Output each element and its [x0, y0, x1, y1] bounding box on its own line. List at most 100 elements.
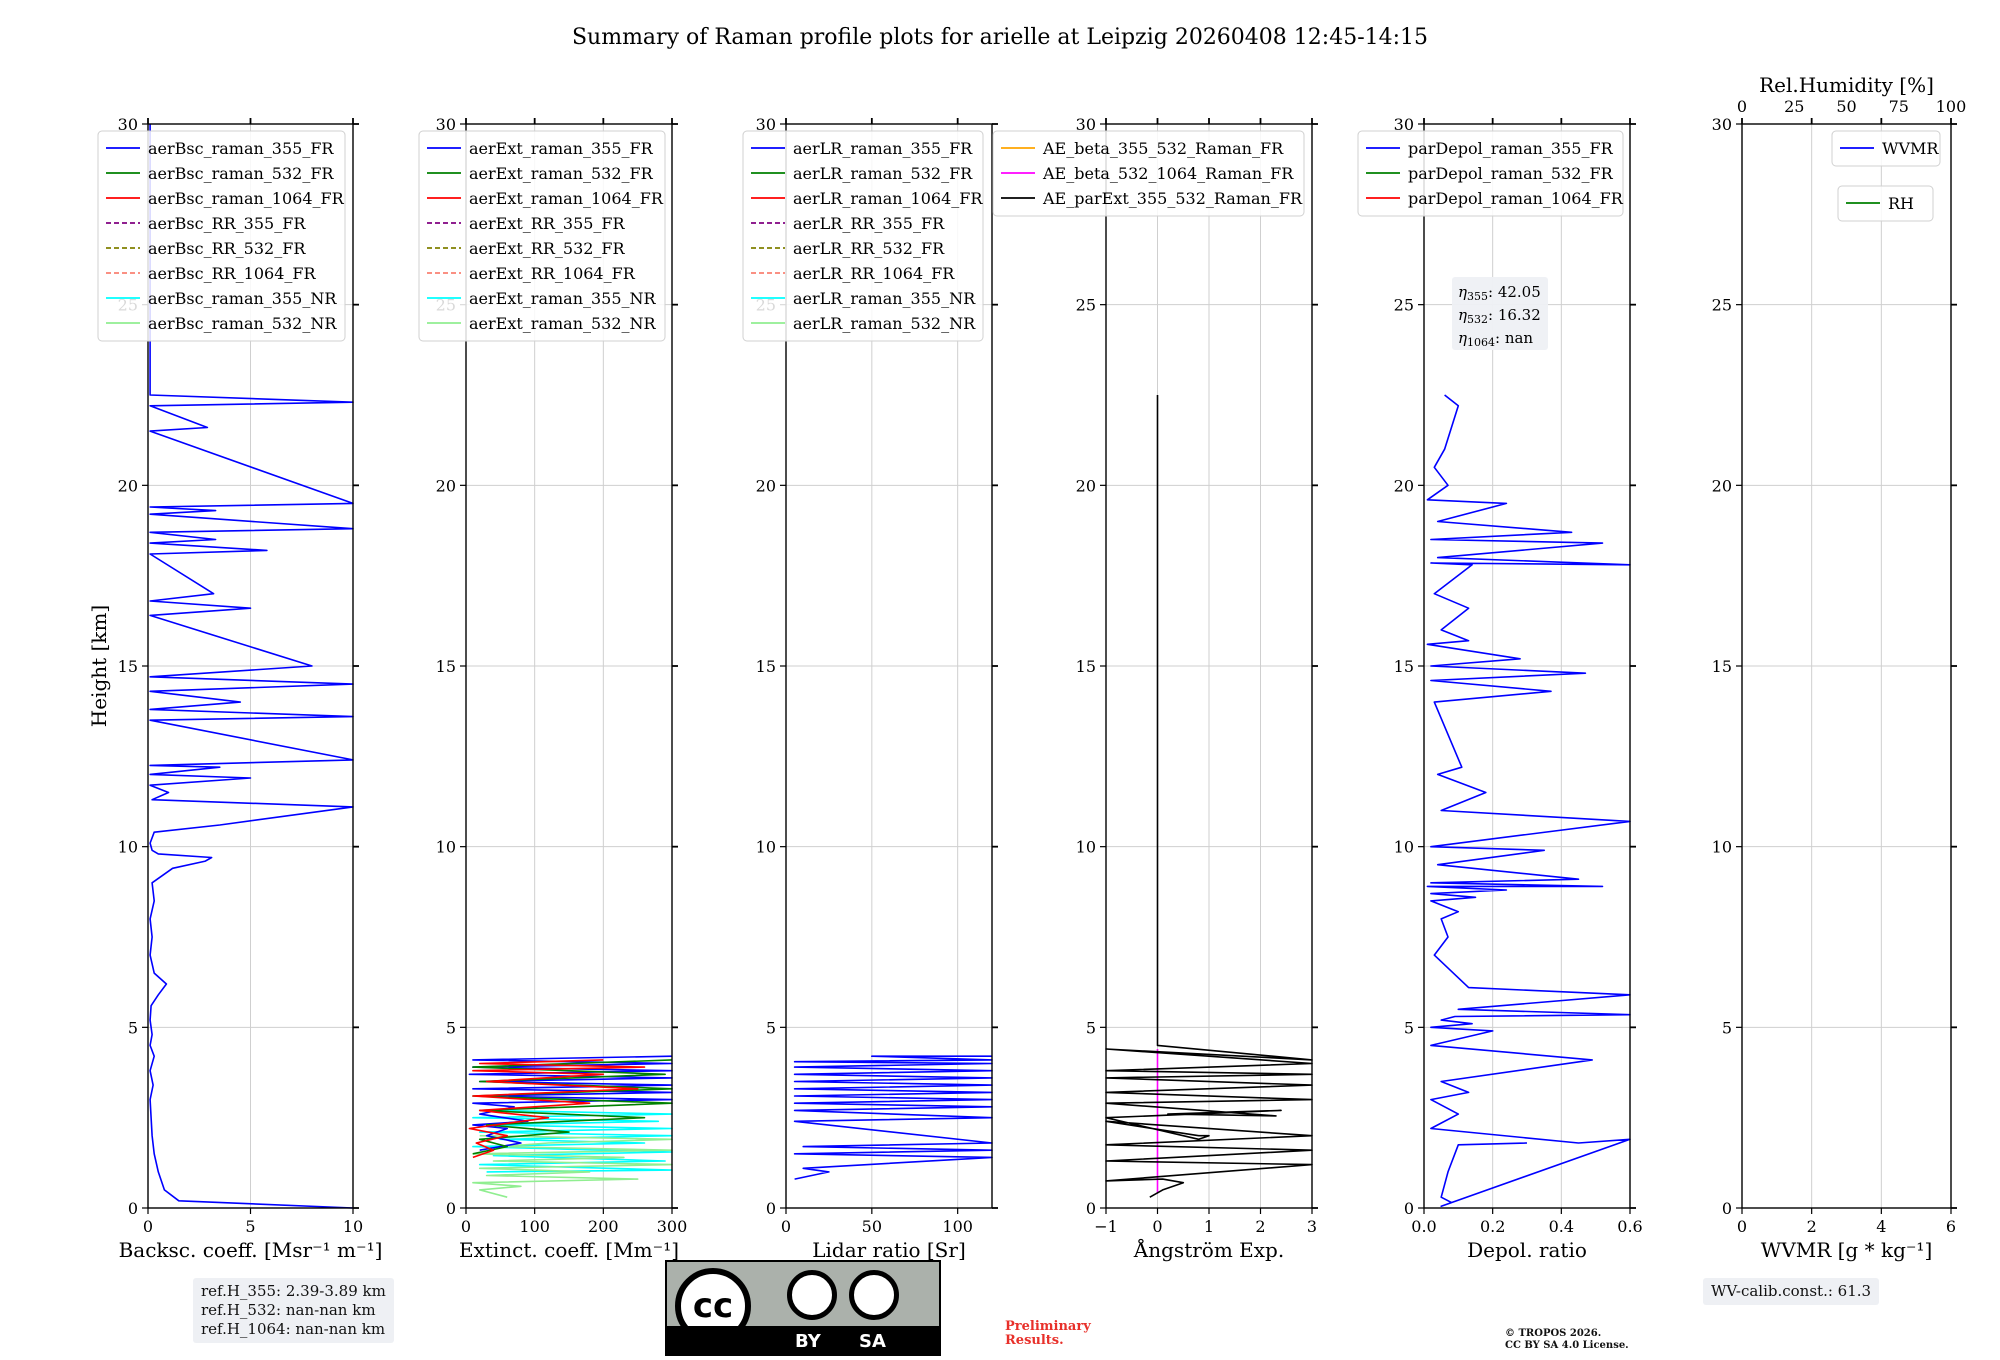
y-tick-label: 30 — [1076, 115, 1096, 134]
eta-annotation: η355: 42.05 — [1458, 283, 1541, 303]
y-tick-label: 25 — [1394, 296, 1414, 315]
legend-label: aerBsc_RR_532_FR — [148, 239, 306, 258]
panel-wv: 0 5 10 15 20 25 30 0 2 4 6 WVMR [g * kg⁻¹] 0 25 50 75 10… — [1712, 73, 1967, 1262]
x-tick-label: 0 — [1737, 1217, 1747, 1236]
preliminary-line-2: Results. — [1005, 1333, 1064, 1348]
eta-value: : nan — [1495, 329, 1533, 347]
y-tick-label: 15 — [756, 657, 776, 676]
legend-label: aerExt_raman_532_FR — [469, 164, 654, 183]
x-tick-label: 6 — [1946, 1217, 1956, 1236]
y-axis-label: Height [km] — [87, 605, 111, 727]
y-tick-label: 25 — [1076, 296, 1096, 315]
wv-calib-const: WV-calib.const.: 61.3 — [1711, 1282, 1872, 1300]
x-tick-label: 0 — [1152, 1217, 1162, 1236]
sa-label: SA — [859, 1331, 886, 1352]
y-tick-label: 10 — [1712, 838, 1732, 857]
y-tick-label: 0 — [446, 1199, 456, 1218]
legend-label: aerExt_raman_532_NR — [469, 314, 657, 333]
legend-label: aerLR_raman_355_FR — [793, 139, 973, 158]
eta-subscript: 355 — [1467, 290, 1488, 303]
y-tick-label: 0 — [1086, 1199, 1096, 1218]
legend-box — [742, 130, 984, 342]
copyright-note: © TROPOS 2026. CC BY SA 4.0 License. — [1505, 1328, 1629, 1352]
legend-label: RH — [1888, 194, 1914, 213]
legend-box — [97, 130, 346, 342]
y-tick-label: 25 — [1712, 296, 1732, 315]
x-tick-label: 100 — [942, 1217, 973, 1236]
legend-label: aerExt_raman_355_FR — [469, 139, 654, 158]
y-tick-label: 20 — [756, 476, 776, 495]
x-tick-label: 0 — [781, 1217, 791, 1236]
ref-height-355: ref.H_355: 2.39-3.89 km — [201, 1282, 386, 1300]
legend-label: aerBsc_RR_1064_FR — [148, 264, 317, 283]
panel-depol: 0 5 10 15 20 25 30 0.0 0.2 0.4 0.6 Depol. ratio parD… — [1357, 115, 1643, 1262]
legend-label: aerLR_raman_355_NR — [793, 289, 976, 308]
x-axis-label: Depol. ratio — [1467, 1238, 1587, 1262]
y-tick-label: 30 — [436, 115, 456, 134]
legend-label: aerLR_raman_532_NR — [793, 314, 976, 333]
x-tick-label: 4 — [1876, 1217, 1886, 1236]
x-axis-label: Extinct. coeff. [Mm⁻¹] — [459, 1238, 679, 1262]
legend-rh-box — [1837, 185, 1934, 222]
y-tick-label: 15 — [118, 657, 138, 676]
badge-bar — [667, 1326, 939, 1354]
top-x-tick-label: 100 — [1936, 97, 1967, 116]
cc-by-sa-license-badge: cc BY SA — [665, 1260, 941, 1356]
series-AE_parExt_355_532_Raman_FR — [1105, 395, 1313, 1198]
x-axis-label: Lidar ratio [Sr] — [812, 1238, 966, 1262]
y-tick-label: 5 — [766, 1018, 776, 1037]
y-tick-label: 15 — [436, 657, 456, 676]
x-tick-label: 2 — [1807, 1217, 1817, 1236]
legend-label: parDepol_raman_1064_FR — [1408, 189, 1624, 208]
attribution-person-icon — [787, 1270, 837, 1320]
x-axis-label: Backsc. coeff. [Msr⁻¹ m⁻¹] — [119, 1238, 383, 1262]
x-tick-label: −1 — [1094, 1217, 1118, 1236]
eta-subscript: 532 — [1467, 313, 1488, 326]
eta-annotation: η1064: nan — [1458, 329, 1533, 349]
legend-label: aerExt_RR_355_FR — [469, 214, 626, 233]
y-tick-label: 30 — [1712, 115, 1732, 134]
x-tick-label: 10 — [343, 1217, 363, 1236]
series-aerExt_raman_1064_FR — [468, 1059, 646, 1159]
series-aerLR_raman_355_FR — [793, 1055, 993, 1180]
y-tick-label: 10 — [1076, 838, 1096, 857]
y-tick-label: 5 — [1086, 1018, 1096, 1037]
top-x-tick-label: 25 — [1784, 97, 1804, 116]
legend-label: aerExt_raman_355_NR — [469, 289, 657, 308]
eta-symbol: η — [1458, 306, 1467, 324]
x-tick-label: 2 — [1255, 1217, 1265, 1236]
reference-height-box: ref.H_355: 2.39-3.89 km ref.H_532: nan-n… — [193, 1278, 394, 1343]
x-tick-label: 300 — [657, 1217, 688, 1236]
legend-label: aerLR_raman_532_FR — [793, 164, 973, 183]
top-x-tick-label: 75 — [1889, 97, 1909, 116]
wv-calibration-box: WV-calib.const.: 61.3 — [1703, 1278, 1880, 1305]
x-tick-label: 0.6 — [1617, 1217, 1642, 1236]
eta-subscript: 1064 — [1467, 336, 1495, 349]
y-tick-label: 0 — [1404, 1199, 1414, 1218]
copyright-line-2: CC BY SA 4.0 License. — [1505, 1340, 1629, 1351]
legend-label: aerLR_RR_532_FR — [793, 239, 945, 258]
x-tick-label: 0.0 — [1411, 1217, 1436, 1236]
share-alike-icon — [849, 1270, 899, 1320]
series-aerBsc_raman_355_FR — [149, 124, 354, 1209]
eta-value: : 42.05 — [1488, 283, 1541, 301]
y-tick-label: 10 — [756, 838, 776, 857]
legend-label: aerBsc_raman_355_FR — [148, 139, 334, 158]
y-tick-label: 15 — [1076, 657, 1096, 676]
x-tick-label: 100 — [519, 1217, 550, 1236]
legend-label: AE_beta_355_532_Raman_FR — [1042, 139, 1284, 158]
eta-annotation-box — [1452, 277, 1548, 350]
y-tick-label: 10 — [436, 838, 456, 857]
x-tick-label: 1 — [1204, 1217, 1214, 1236]
legend-box — [1357, 130, 1624, 217]
y-tick-label: 20 — [1394, 476, 1414, 495]
x-tick-label: 0.2 — [1480, 1217, 1505, 1236]
legend-label: AE_beta_532_1064_Raman_FR — [1042, 164, 1294, 183]
panel-ext: 0510152025300100200300Extinct. coeff. [M… — [418, 115, 688, 1262]
x-axis-label: WVMR [g * kg⁻¹] — [1761, 1238, 1933, 1262]
series-parDepol_raman_355_FR — [1426, 394, 1631, 1207]
x-tick-label: 5 — [245, 1217, 255, 1236]
y-tick-label: 20 — [1076, 476, 1096, 495]
